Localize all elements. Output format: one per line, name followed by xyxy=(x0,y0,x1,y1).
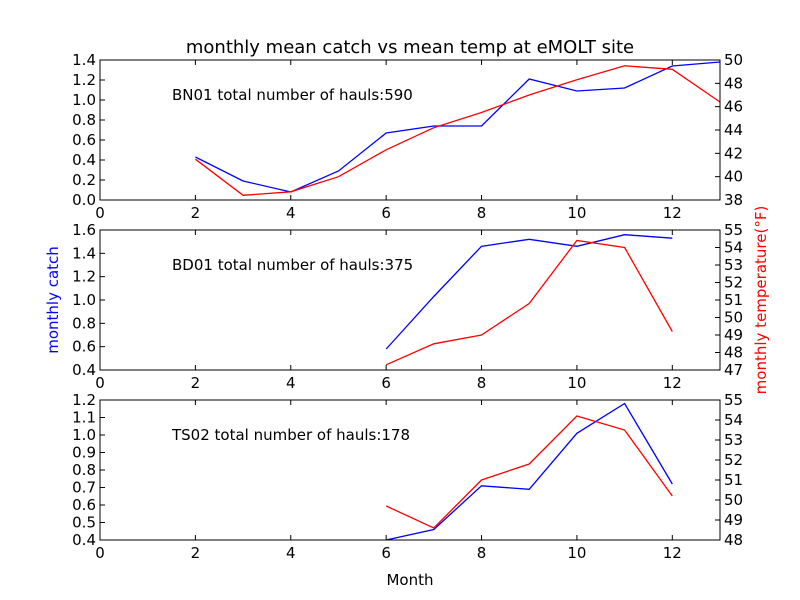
left-y-tick-label: 1.2 xyxy=(72,268,96,286)
x-tick-label: 0 xyxy=(95,544,105,562)
x-tick-label: 0 xyxy=(95,374,105,392)
right-y-tick-label: 52 xyxy=(724,274,743,292)
left-y-tick-label: 0.7 xyxy=(72,479,96,497)
right-y-tick-label: 48 xyxy=(724,344,743,362)
x-tick-label: 2 xyxy=(191,374,201,392)
left-y-tick-label: 1.2 xyxy=(72,71,96,89)
right-y-tick-label: 42 xyxy=(724,144,743,162)
left-y-tick-label: 0.9 xyxy=(72,444,96,462)
left-y-tick-label: 1.6 xyxy=(72,221,96,239)
left-y-tick-label: 0.8 xyxy=(72,111,96,129)
catch-series-line xyxy=(386,402,673,540)
left-y-tick-label: 0.5 xyxy=(72,514,96,532)
left-y-tick-label: 1.4 xyxy=(72,51,96,69)
left-y-tick-label: 0.2 xyxy=(72,171,96,189)
right-y-tick-label: 54 xyxy=(724,411,743,429)
x-tick-label: 10 xyxy=(567,374,586,392)
left-y-tick-label: 0.8 xyxy=(72,314,96,332)
hauls-annotation: BD01 total number of hauls:375 xyxy=(172,256,413,274)
left-y-tick-label: 0.4 xyxy=(72,151,96,169)
right-y-tick-label: 49 xyxy=(724,511,743,529)
right-y-tick-label: 44 xyxy=(724,121,743,139)
right-y-tick-label: 50 xyxy=(724,51,743,69)
left-y-tick-label: 1.0 xyxy=(72,426,96,444)
x-tick-label: 0 xyxy=(95,204,105,222)
hauls-annotation: TS02 total number of hauls:178 xyxy=(171,426,410,444)
right-y-tick-label: 51 xyxy=(724,471,743,489)
left-y-tick-label: 1.1 xyxy=(72,409,96,427)
right-y-tick-label: 51 xyxy=(724,291,743,309)
temperature-series-line xyxy=(385,239,673,366)
left-y-tick-label: 0.4 xyxy=(72,531,96,549)
right-y-tick-label: 50 xyxy=(724,309,743,327)
right-y-tick-label: 48 xyxy=(724,531,743,549)
x-tick-label: 8 xyxy=(477,544,487,562)
subplot-1: 0 2 4 6 8 10 120.00.20.40.60.81.01.21.43840424… xyxy=(72,51,743,222)
right-y-tick-label: 50 xyxy=(724,491,743,509)
right-y-tick-label: 55 xyxy=(724,221,743,239)
x-tick-label: 4 xyxy=(286,374,296,392)
x-tick-label: 8 xyxy=(477,204,487,222)
subplot-3: 0 2 4 6 8 10 12 0.40.50.60.70.80.91.01.11.2 48 49… xyxy=(72,391,743,562)
hauls-annotation: BN01 total number of hauls:590 xyxy=(172,86,413,104)
left-y-tick-label: 1.0 xyxy=(72,291,96,309)
left-y-tick-label: 1.4 xyxy=(72,244,96,262)
catch-series-line xyxy=(195,61,720,193)
left-y-tick-label: 0.8 xyxy=(72,461,96,479)
x-tick-label: 2 xyxy=(191,544,201,562)
right-y-tick-label: 46 xyxy=(724,98,743,116)
catch-series-line xyxy=(385,234,673,350)
left-y-axis-label: monthly catch xyxy=(44,246,62,354)
x-tick-label: 12 xyxy=(663,544,682,562)
x-tick-label: 4 xyxy=(286,204,296,222)
right-y-tick-label: 38 xyxy=(724,191,743,209)
temperature-series-line xyxy=(195,65,720,196)
left-y-tick-label: 0.6 xyxy=(72,338,96,356)
left-y-tick-label: 0.0 xyxy=(72,191,96,209)
x-tick-label: 12 xyxy=(663,204,682,222)
x-tick-label: 4 xyxy=(286,544,296,562)
right-y-tick-label: 47 xyxy=(724,361,743,379)
plot-frame xyxy=(99,399,721,541)
x-tick-label: 6 xyxy=(381,374,391,392)
right-y-tick-label: 48 xyxy=(724,74,743,92)
right-y-tick-label: 55 xyxy=(724,391,743,409)
right-y-tick-label: 54 xyxy=(724,239,743,257)
right-y-tick-label: 40 xyxy=(724,168,743,186)
left-y-tick-label: 0.6 xyxy=(72,131,96,149)
x-tick-label: 2 xyxy=(191,204,201,222)
right-y-tick-label: 53 xyxy=(724,431,743,449)
x-tick-label: 6 xyxy=(381,544,391,562)
x-tick-label: 12 xyxy=(663,374,682,392)
x-tick-label: 10 xyxy=(567,544,586,562)
left-y-tick-label: 1.0 xyxy=(72,91,96,109)
left-y-tick-label: 0.4 xyxy=(72,361,96,379)
x-tick-label: 10 xyxy=(567,204,586,222)
x-tick-label: 8 xyxy=(477,374,487,392)
x-axis-label: Month xyxy=(386,571,433,589)
left-y-tick-label: 1.2 xyxy=(72,391,96,409)
left-y-tick-label: 0.6 xyxy=(72,496,96,514)
right-y-tick-label: 53 xyxy=(724,256,743,274)
right-y-tick-label: 49 xyxy=(724,326,743,344)
x-tick-label: 6 xyxy=(381,204,391,222)
right-y-axis-label: monthly temperature(°F) xyxy=(752,206,770,395)
right-y-tick-label: 52 xyxy=(724,451,743,469)
chart-title: monthly mean catch vs mean temp at eMOLT… xyxy=(186,37,634,58)
subplots-group: 0 2 4 6 8 10 120.00.20.40.60.81.01.21.43840424… xyxy=(72,51,743,562)
subplot-2: 0 2 4 6 8 10 12 0.4 0.6 0.8 1.0 1.2 1.4 1.6 4748495051… xyxy=(72,221,743,392)
temperature-series-line xyxy=(385,415,673,529)
